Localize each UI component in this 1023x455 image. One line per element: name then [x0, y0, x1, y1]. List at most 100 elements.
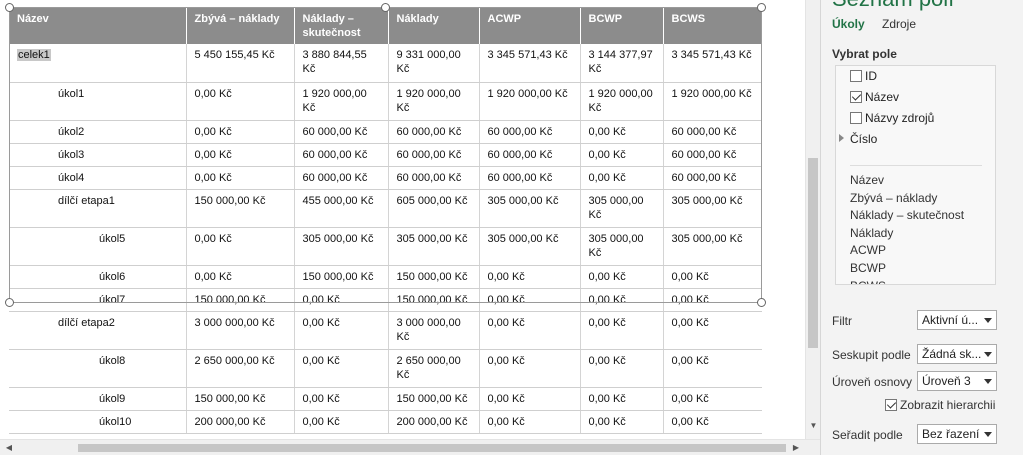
value-cell[interactable]: 0,00 Kč: [663, 265, 762, 289]
value-cell[interactable]: 0,00 Kč: [479, 288, 581, 312]
field-item-resource-names[interactable]: Názvy zdrojů: [850, 109, 934, 127]
expand-triangle-icon[interactable]: [839, 134, 844, 142]
task-name-cell[interactable]: úkol9: [9, 387, 187, 411]
value-cell[interactable]: 0,00 Kč: [580, 311, 664, 350]
task-name-cell[interactable]: úkol7: [9, 288, 187, 312]
group-by-dropdown[interactable]: Žádná sk...: [917, 344, 997, 364]
field-group-number[interactable]: Číslo: [839, 130, 877, 148]
table-row[interactable]: dílčí etapa2 3 000 000,00 Kč 0,00 Kč 3 000 …: [9, 311, 762, 350]
task-name-cell[interactable]: dílčí etapa1: [9, 189, 187, 228]
value-cell[interactable]: 60 000,00 Kč: [294, 120, 389, 144]
value-cell[interactable]: 3 000 000,00 Kč: [186, 311, 295, 350]
value-cell[interactable]: 1 920 000,00 Kč: [663, 82, 762, 121]
tab-tasks[interactable]: Úkoly: [832, 17, 865, 31]
tab-resources[interactable]: Zdroje: [882, 17, 917, 31]
resize-handle-top-left[interactable]: [5, 3, 14, 12]
table-row[interactable]: úkol6 0,00 Kč 150 000,00 Kč 150 000,00 Kč 0,…: [9, 265, 762, 289]
value-cell[interactable]: 1 920 000,00 Kč: [580, 82, 664, 121]
value-cell[interactable]: 0,00 Kč: [580, 288, 664, 312]
value-cell[interactable]: 60 000,00 Kč: [663, 120, 762, 144]
table-row[interactable]: úkol5 0,00 Kč 305 000,00 Kč 305 000,00 Kč 30…: [9, 227, 762, 266]
task-name-cell[interactable]: úkol1: [9, 82, 187, 121]
filter-dropdown[interactable]: Aktivní ú...: [917, 310, 997, 330]
task-name-cell[interactable]: úkol8: [9, 349, 187, 388]
value-cell[interactable]: 305 000,00 Kč: [388, 227, 480, 266]
column-header-bcwp[interactable]: BCWP: [580, 7, 664, 44]
selected-field-item[interactable]: Název: [850, 173, 885, 187]
column-header-name[interactable]: Název: [9, 7, 187, 44]
show-hierarchy-option[interactable]: Zobrazit hierarchii: [885, 398, 995, 412]
scroll-left-arrow-icon[interactable]: ◀: [5, 443, 13, 452]
value-cell[interactable]: 0,00 Kč: [479, 265, 581, 289]
value-cell[interactable]: 60 000,00 Kč: [479, 120, 581, 144]
horizontal-scrollbar[interactable]: ◀ ▶: [0, 439, 820, 455]
value-cell[interactable]: 60 000,00 Kč: [294, 143, 389, 167]
value-cell[interactable]: 150 000,00 Kč: [186, 189, 295, 228]
value-cell[interactable]: 0,00 Kč: [580, 120, 664, 144]
value-cell[interactable]: 60 000,00 Kč: [663, 143, 762, 167]
value-cell[interactable]: 0,00 Kč: [580, 143, 664, 167]
selected-field-item[interactable]: ACWP: [850, 243, 886, 258]
show-hierarchy-checkbox[interactable]: [885, 399, 897, 411]
value-cell[interactable]: 0,00 Kč: [294, 349, 389, 388]
field-checkbox-id[interactable]: [850, 70, 862, 82]
value-cell[interactable]: 3 345 571,43 Kč: [663, 44, 762, 83]
selected-field-item[interactable]: BCWP: [850, 261, 886, 275]
value-cell[interactable]: 0,00 Kč: [580, 349, 664, 388]
task-name-cell[interactable]: úkol6: [9, 265, 187, 289]
task-name-cell[interactable]: celek1: [9, 44, 187, 83]
task-name-cell[interactable]: úkol10: [9, 410, 187, 434]
task-name-cell[interactable]: úkol2: [9, 120, 187, 144]
value-cell[interactable]: 1 920 000,00 Kč: [294, 82, 389, 121]
value-cell[interactable]: 1 920 000,00 Kč: [388, 82, 480, 121]
value-cell[interactable]: 305 000,00 Kč: [663, 227, 762, 266]
table-row[interactable]: úkol4 0,00 Kč 60 000,00 Kč 60 000,00 Kč 60 0…: [9, 166, 762, 190]
table-row[interactable]: úkol8 2 650 000,00 Kč 0,00 Kč 2 650 000,00 …: [9, 349, 762, 388]
value-cell[interactable]: 0,00 Kč: [479, 311, 581, 350]
value-cell[interactable]: 1 920 000,00 Kč: [479, 82, 581, 121]
value-cell[interactable]: 305 000,00 Kč: [479, 189, 581, 228]
column-header-actual-cost[interactable]: Náklady – skutečnost: [294, 7, 389, 44]
column-header-acwp[interactable]: ACWP: [479, 7, 581, 44]
value-cell[interactable]: 0,00 Kč: [479, 349, 581, 388]
resize-handle-top-middle[interactable]: [381, 3, 390, 12]
field-checkbox-resource-names[interactable]: [850, 112, 862, 124]
value-cell[interactable]: 60 000,00 Kč: [388, 143, 480, 167]
selected-field-item[interactable]: BCWS: [850, 277, 886, 284]
value-cell[interactable]: 0,00 Kč: [294, 288, 389, 312]
value-cell[interactable]: 0,00 Kč: [663, 349, 762, 388]
value-cell[interactable]: 0,00 Kč: [479, 387, 581, 411]
task-name-cell[interactable]: úkol3: [9, 143, 187, 167]
column-header-bcws[interactable]: BCWS: [663, 7, 762, 44]
value-cell[interactable]: 9 331 000,00 Kč: [388, 44, 480, 83]
value-cell[interactable]: 0,00 Kč: [186, 82, 295, 121]
value-cell[interactable]: 150 000,00 Kč: [388, 265, 480, 289]
table-row[interactable]: dílčí etapa1 150 000,00 Kč 455 000,00 Kč 60…: [9, 189, 762, 228]
value-cell[interactable]: 150 000,00 Kč: [388, 387, 480, 411]
task-name-cell[interactable]: dílčí etapa2: [9, 311, 187, 350]
resize-handle-bottom-right[interactable]: [757, 298, 766, 307]
value-cell[interactable]: 455 000,00 Kč: [294, 189, 389, 228]
table-row[interactable]: úkol9 150 000,00 Kč 0,00 Kč 150 000,00 Kč 0,…: [9, 387, 762, 411]
table-row[interactable]: úkol10 200 000,00 Kč 0,00 Kč 200 000,00 Kč 0…: [9, 410, 762, 434]
value-cell[interactable]: 0,00 Kč: [580, 410, 664, 434]
table-row[interactable]: úkol2 0,00 Kč 60 000,00 Kč 60 000,00 Kč 60 0…: [9, 120, 762, 144]
column-header-remaining-cost[interactable]: Zbývá – náklady: [186, 7, 295, 44]
table-row[interactable]: úkol1 0,00 Kč 1 920 000,00 Kč 1 920 000,00 …: [9, 82, 762, 121]
scroll-right-arrow-icon[interactable]: ▶: [792, 443, 800, 452]
value-cell[interactable]: 0,00 Kč: [294, 387, 389, 411]
value-cell[interactable]: 305 000,00 Kč: [663, 189, 762, 228]
vertical-scrollbar[interactable]: ▼: [805, 0, 820, 439]
selected-field-item[interactable]: Náklady – skutečnost: [850, 208, 965, 223]
value-cell[interactable]: 150 000,00 Kč: [294, 265, 389, 289]
value-cell[interactable]: 0,00 Kč: [580, 265, 664, 289]
value-cell[interactable]: 0,00 Kč: [663, 410, 762, 434]
value-cell[interactable]: 605 000,00 Kč: [388, 189, 480, 228]
value-cell[interactable]: 150 000,00 Kč: [186, 387, 295, 411]
resize-handle-top-right[interactable]: [757, 3, 766, 12]
value-cell[interactable]: 305 000,00 Kč: [479, 227, 581, 266]
value-cell[interactable]: 3 880 844,55 Kč: [294, 44, 389, 83]
value-cell[interactable]: 3 144 377,97 Kč: [580, 44, 664, 83]
value-cell[interactable]: 200 000,00 Kč: [186, 410, 295, 434]
value-cell[interactable]: 0,00 Kč: [186, 265, 295, 289]
